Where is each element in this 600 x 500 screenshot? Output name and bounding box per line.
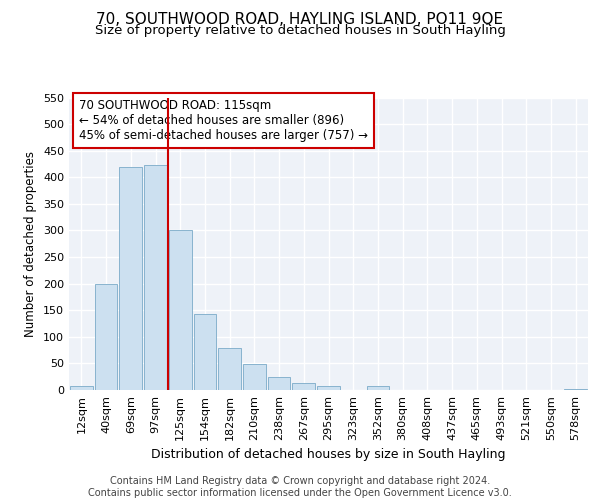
X-axis label: Distribution of detached houses by size in South Hayling: Distribution of detached houses by size …	[151, 448, 506, 461]
Text: 70 SOUTHWOOD ROAD: 115sqm
← 54% of detached houses are smaller (896)
45% of semi: 70 SOUTHWOOD ROAD: 115sqm ← 54% of detac…	[79, 99, 368, 142]
Bar	[292, 383, 315, 390]
Bar	[564, 389, 587, 390]
Bar	[268, 377, 290, 390]
Bar	[95, 284, 118, 390]
Bar	[317, 386, 340, 390]
Text: Size of property relative to detached houses in South Hayling: Size of property relative to detached ho…	[95, 24, 505, 37]
Bar	[70, 386, 93, 390]
Bar	[144, 165, 167, 390]
Y-axis label: Number of detached properties: Number of detached properties	[25, 151, 37, 337]
Text: Contains HM Land Registry data © Crown copyright and database right 2024.
Contai: Contains HM Land Registry data © Crown c…	[88, 476, 512, 498]
Text: 70, SOUTHWOOD ROAD, HAYLING ISLAND, PO11 9QE: 70, SOUTHWOOD ROAD, HAYLING ISLAND, PO11…	[97, 12, 503, 28]
Bar	[119, 166, 142, 390]
Bar	[367, 386, 389, 390]
Bar	[169, 230, 191, 390]
Bar	[243, 364, 266, 390]
Bar	[218, 348, 241, 390]
Bar	[194, 314, 216, 390]
